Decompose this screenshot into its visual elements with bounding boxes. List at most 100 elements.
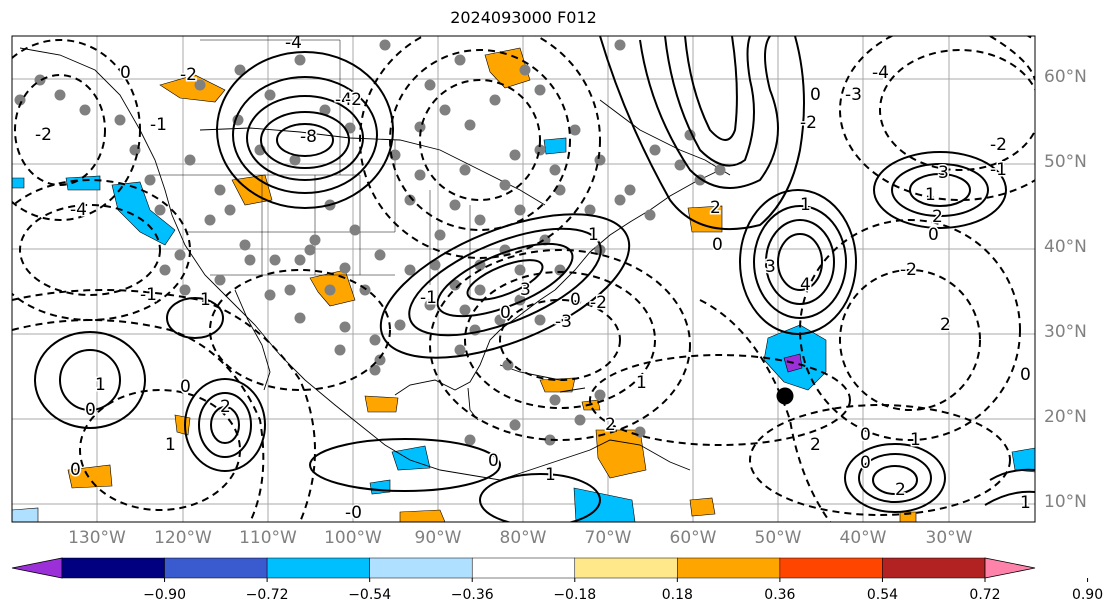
station-marker <box>584 204 596 216</box>
station-marker <box>644 209 656 221</box>
coastlines <box>19 47 731 481</box>
station-marker <box>284 284 296 296</box>
colorbar-tick-label: −0.54 <box>348 587 392 603</box>
station-marker <box>309 234 321 246</box>
contour-label: -1 <box>150 115 167 135</box>
station-marker <box>269 254 281 266</box>
contour-label: 2 <box>940 315 951 335</box>
colorbar-tick-label: −0.18 <box>553 587 597 603</box>
station-marker <box>224 204 236 216</box>
station-marker <box>294 254 306 266</box>
colorbar-extend-right <box>984 557 1036 579</box>
map-title: 2024093000 F012 <box>450 8 597 27</box>
station-marker <box>404 264 416 276</box>
station-marker <box>474 284 486 296</box>
contour-label: 1 <box>1020 493 1031 513</box>
contour-label: 3 <box>520 280 531 300</box>
station-marker <box>449 199 461 211</box>
colorbar-tick-label: 0.90 <box>1071 587 1104 603</box>
contour-label: -2 <box>345 90 362 110</box>
contour-label: 1 <box>925 185 936 205</box>
colorbar-tick-label: 0.18 <box>661 587 693 603</box>
station-marker <box>459 304 471 316</box>
station-marker <box>339 262 351 274</box>
station-marker <box>374 354 386 366</box>
station-marker <box>494 314 506 326</box>
station-marker <box>194 79 206 91</box>
lon-label: 110°W <box>239 528 297 548</box>
station-marker <box>649 144 661 156</box>
colorbar-segment <box>164 557 268 579</box>
dashed-contours <box>12 36 1035 522</box>
station-marker <box>79 104 91 116</box>
colorbar-segment <box>266 557 370 579</box>
contour-label: -0 <box>345 503 362 523</box>
colorbar-segment <box>61 557 165 579</box>
station-marker <box>264 289 276 301</box>
storm-center-marker <box>776 387 794 405</box>
contour-label: 1 <box>910 430 921 450</box>
station-marker <box>324 284 336 296</box>
lon-label: 100°W <box>324 528 382 548</box>
contour-label: -2 <box>35 125 52 145</box>
contour-label: 0 <box>810 85 821 105</box>
station-marker <box>204 214 216 226</box>
station-marker <box>54 89 66 101</box>
station-marker <box>454 344 466 356</box>
contour-label: 0 <box>500 303 511 323</box>
contour-label: 1 <box>588 225 599 245</box>
station-marker <box>549 394 561 406</box>
contour-label: 0 <box>70 460 81 480</box>
station-marker <box>34 74 46 86</box>
station-marker <box>424 299 436 311</box>
map-frame <box>11 35 1036 523</box>
contour-label: 2 <box>220 397 231 417</box>
contour-label: 1 <box>636 373 647 393</box>
contour-label: 0 <box>712 235 723 255</box>
lon-label: 130°W <box>68 528 126 548</box>
station-marker <box>114 114 126 126</box>
station-marker <box>569 124 581 136</box>
station-marker <box>714 164 726 176</box>
station-marker <box>349 224 361 236</box>
colorbar-tick-label: 0.54 <box>866 587 899 603</box>
station-marker <box>394 319 406 331</box>
colorbar-tick-label: 0.72 <box>969 587 1001 603</box>
station-marker <box>574 414 586 426</box>
station-marker <box>369 364 381 376</box>
station-marker <box>184 154 196 166</box>
station-marker <box>244 254 256 266</box>
colorbar-tick-label: −0.36 <box>450 587 494 603</box>
station-marker <box>404 194 416 206</box>
station-marker <box>234 64 246 76</box>
colorbar-segment <box>369 557 473 579</box>
station-marker <box>154 204 166 216</box>
contour-label: 3 <box>938 163 949 183</box>
station-marker <box>534 314 546 326</box>
contour-label: 1 <box>200 290 211 310</box>
contour-label: 0 <box>120 63 131 83</box>
contour-label: -2 <box>800 113 817 133</box>
station-marker <box>489 94 501 106</box>
station-marker <box>544 434 556 446</box>
lon-label: 40°W <box>839 528 887 548</box>
station-marker <box>424 79 436 91</box>
station-marker <box>289 154 301 166</box>
colorbar-segment <box>471 557 576 579</box>
colorbar-segment <box>574 557 678 579</box>
contour-label: -2 <box>590 293 607 313</box>
station-marker <box>674 159 686 171</box>
contour-label: 4 <box>800 275 811 295</box>
station-marker <box>294 312 306 324</box>
station-marker <box>624 184 636 196</box>
station-marker <box>514 204 526 216</box>
colorbar-tick-label: −0.72 <box>245 587 289 603</box>
station-marker <box>509 419 521 431</box>
station-marker <box>514 264 526 276</box>
contour-label: -2 <box>900 260 917 280</box>
colorbar-tick-label: −0.90 <box>143 587 186 603</box>
station-marker <box>14 94 26 106</box>
contour-label: -4 <box>70 200 87 220</box>
lon-label: 60°W <box>669 528 717 548</box>
